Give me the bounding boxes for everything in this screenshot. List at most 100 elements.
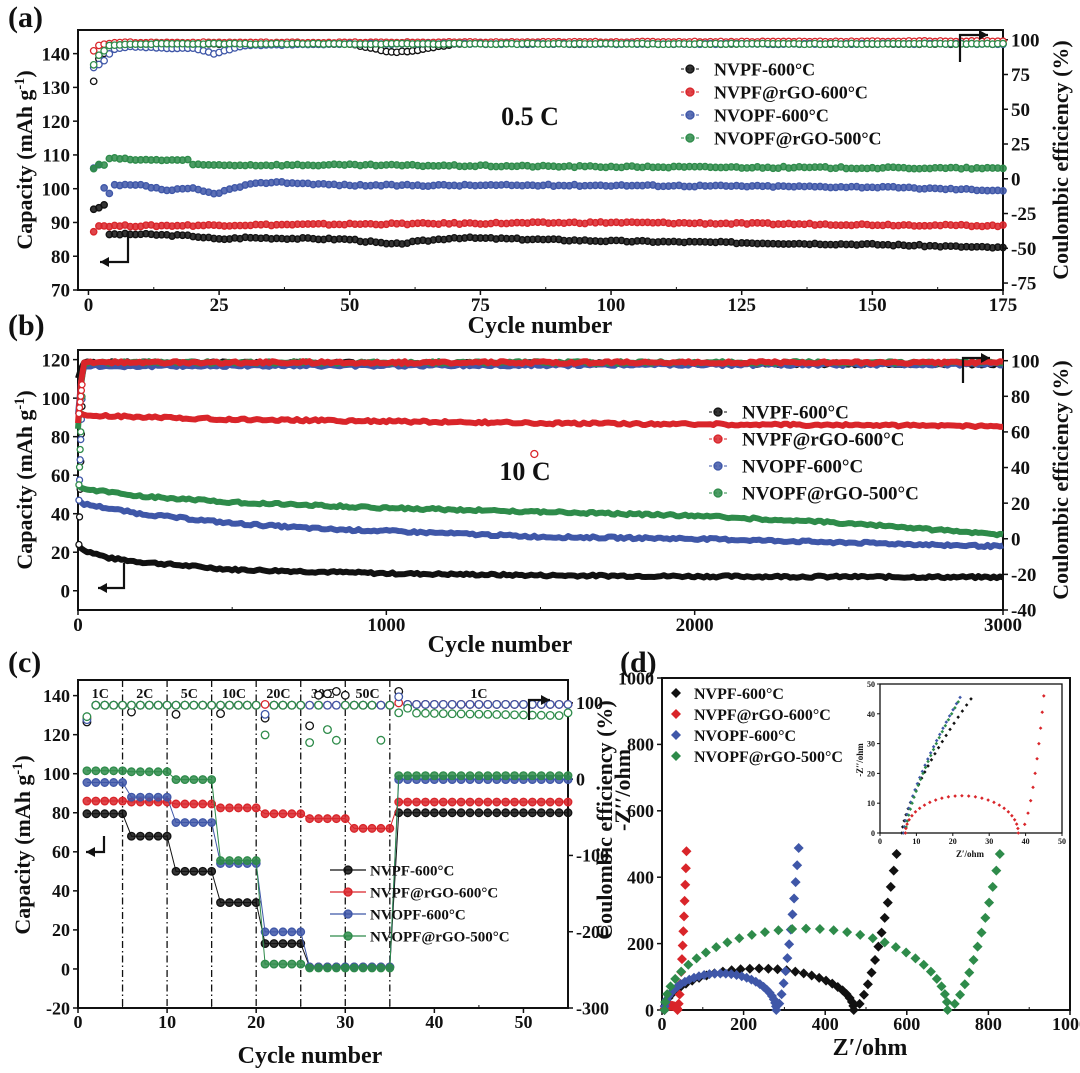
capacity-point xyxy=(456,797,466,807)
capacity-point xyxy=(135,767,145,777)
capacity-point xyxy=(527,808,537,818)
ce-point xyxy=(519,710,528,720)
initial-point xyxy=(75,540,83,549)
capacity-point xyxy=(100,184,108,192)
ce-point xyxy=(545,710,555,720)
legend-marker xyxy=(713,407,723,417)
capacity-point xyxy=(483,771,493,781)
y2-tick-label: -50 xyxy=(1011,239,1036,260)
capacity-point xyxy=(189,866,199,876)
capacity-point xyxy=(144,831,154,841)
capacity-point xyxy=(554,808,564,818)
inset-x-tick-label: 0 xyxy=(878,837,882,846)
capacity-point xyxy=(162,792,172,802)
impedance-point xyxy=(709,968,720,979)
impedance-point xyxy=(790,877,801,888)
capacity-point xyxy=(483,797,493,807)
impedance-point xyxy=(991,865,1002,876)
ce-point xyxy=(269,700,279,710)
ce-point xyxy=(89,77,98,86)
x-tick-label: 400 xyxy=(812,1014,839,1034)
x-tick-label: 50 xyxy=(340,295,359,316)
impedance-point xyxy=(942,1005,953,1015)
legend-marker xyxy=(343,909,353,919)
y2-tick-label: 100 xyxy=(1011,30,1040,51)
ce-point xyxy=(100,700,110,710)
ce-point xyxy=(429,708,439,718)
legend-label-nvopf-600-c: NVOPF-600°C xyxy=(742,457,863,478)
capacity-point xyxy=(233,898,243,908)
capacity-point xyxy=(510,808,519,818)
capacity-point xyxy=(527,797,537,807)
inset-point xyxy=(1033,771,1037,776)
ce-point xyxy=(251,700,261,710)
capacity-point xyxy=(510,771,519,781)
legend-marker xyxy=(671,709,681,719)
inset-point xyxy=(1037,741,1041,746)
impedance-point xyxy=(772,964,783,975)
inset-point xyxy=(931,744,936,749)
impedance-point xyxy=(674,989,685,1000)
capacity-point xyxy=(82,778,92,787)
capacity-point xyxy=(501,771,511,781)
series-nvpf-rgo-600-c xyxy=(75,358,1004,431)
axis-indicator-arrow xyxy=(98,563,126,590)
ce-point xyxy=(483,709,493,719)
y2-tick-label: -40 xyxy=(1011,601,1036,622)
x-tick-label: 0 xyxy=(74,1012,83,1032)
legend-marker xyxy=(343,931,353,941)
capacity-point xyxy=(198,866,208,876)
legend-marker xyxy=(343,865,353,875)
inset-point xyxy=(926,757,930,761)
capacity-point xyxy=(403,808,413,818)
x-tick-label: 75 xyxy=(471,295,490,316)
ce-point xyxy=(447,699,457,709)
ce-point xyxy=(216,700,225,710)
inset-x-tick-label: 40 xyxy=(1022,837,1030,846)
impedance-point xyxy=(711,942,722,953)
initial-point xyxy=(77,435,85,444)
capacity-point xyxy=(519,771,528,781)
arrow-head xyxy=(98,583,107,593)
inset-point xyxy=(1040,710,1045,715)
ce-point xyxy=(314,700,323,710)
ce-point xyxy=(412,708,421,718)
inset-point xyxy=(923,765,928,770)
capacity-point xyxy=(100,201,108,209)
ce-point xyxy=(510,699,519,709)
impedance-point xyxy=(784,939,795,950)
impedance-point xyxy=(787,924,798,935)
capacity-point xyxy=(385,963,395,973)
capacity-point xyxy=(429,808,439,818)
y2-tick-label: 100 xyxy=(1011,351,1040,372)
inset-point xyxy=(943,723,948,728)
legend-marker xyxy=(713,434,723,444)
capacity-point xyxy=(100,796,110,806)
ce-point xyxy=(403,703,413,713)
impedance-point xyxy=(901,947,912,958)
impedance-point xyxy=(787,909,798,920)
capacity-point xyxy=(233,856,243,866)
ce-point xyxy=(331,700,341,710)
legend-marker xyxy=(685,87,695,97)
capacity-point xyxy=(225,803,234,813)
inset-point xyxy=(969,697,973,701)
initial-point xyxy=(78,381,86,389)
ce-point xyxy=(331,735,341,745)
capacity-point xyxy=(171,818,181,827)
capacity-point xyxy=(456,808,466,818)
impedance-point xyxy=(677,940,688,951)
capacity-point xyxy=(447,808,457,818)
y-tick-label: 800 xyxy=(627,735,654,755)
capacity-point xyxy=(474,771,484,781)
capacity-point xyxy=(153,767,163,777)
impedance-point xyxy=(715,968,726,979)
x-tick-label: 100 xyxy=(597,295,626,316)
y-tick-label: 90 xyxy=(51,213,70,234)
capacity-point xyxy=(278,959,288,969)
y-tick-label: 80 xyxy=(51,247,70,268)
x-tick-label: 0 xyxy=(658,1014,667,1034)
capacity-point xyxy=(89,164,98,173)
inset-point xyxy=(940,796,944,800)
panel-b-cycling-10C: (b) 0 1000 2000 3000 0 20 40 60 80 100 120 -40 -20 0 20… xyxy=(8,309,1073,658)
